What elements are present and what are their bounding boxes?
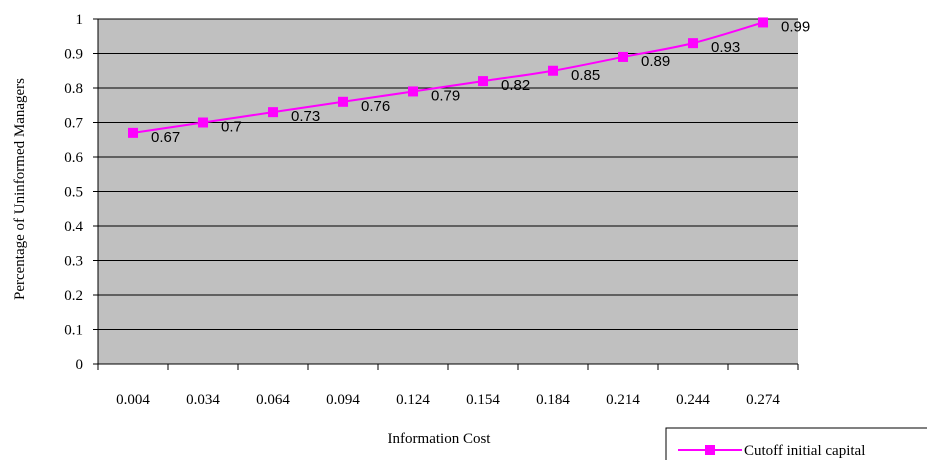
x-tick-label: 0.004 xyxy=(116,392,150,408)
y-tick-label: 1 xyxy=(76,12,84,28)
data-label: 0.82 xyxy=(501,77,530,94)
data-label: 0.99 xyxy=(781,18,810,35)
data-label: 0.7 xyxy=(221,119,242,136)
data-label: 0.93 xyxy=(711,39,740,56)
data-point-marker xyxy=(618,51,628,62)
series-markers xyxy=(128,17,768,138)
y-tick-label: 0.7 xyxy=(64,116,83,132)
x-tick-label: 0.124 xyxy=(396,392,430,408)
data-label: 0.76 xyxy=(361,98,390,115)
data-label: 0.67 xyxy=(151,129,180,146)
legend: Cutoff initial capital xyxy=(665,427,927,460)
x-tick-label: 0.154 xyxy=(466,392,500,408)
x-tick-label: 0.184 xyxy=(536,392,570,408)
data-point-marker xyxy=(128,127,138,138)
data-point-marker xyxy=(758,17,768,28)
data-point-marker xyxy=(548,65,558,76)
y-tick-label: 0.8 xyxy=(64,81,83,97)
gridlines xyxy=(93,18,798,365)
data-point-marker xyxy=(408,86,418,97)
series-line xyxy=(132,21,764,134)
y-tick-label: 0.9 xyxy=(64,47,83,63)
data-label: 0.73 xyxy=(291,108,320,125)
x-tick-label: 0.094 xyxy=(326,392,360,408)
y-tick-label: 0.3 xyxy=(64,254,83,270)
data-point-marker xyxy=(338,96,348,107)
y-tick-label: 0.4 xyxy=(64,219,83,235)
legend-label: Cutoff initial capital xyxy=(744,443,865,459)
y-tick-label: 0.6 xyxy=(64,150,83,166)
x-tick-labels: 0.004 0.034 0.064 0.094 0.124 0.154 0.184 0.214… xyxy=(116,392,780,408)
data-label: 0.85 xyxy=(571,67,600,84)
data-label: 0.89 xyxy=(641,53,670,70)
x-axis-title: Information Cost xyxy=(388,431,492,447)
data-point-marker xyxy=(268,107,278,118)
x-tick-label: 0.274 xyxy=(746,392,780,408)
x-tick-label: 0.214 xyxy=(606,392,640,408)
data-point-marker xyxy=(478,76,488,87)
x-tick-label: 0.064 xyxy=(256,392,290,408)
y-axis-title: Percentage of Uninformed Managers xyxy=(12,78,28,300)
y-tick-labels: 0 0.1 0.2 0.3 0.4 0.5 0.6 0.7 0.8 0.9 1 xyxy=(64,12,83,373)
y-tick-label: 0.1 xyxy=(64,323,83,339)
y-tick-label: 0.2 xyxy=(64,288,83,304)
data-label: 0.79 xyxy=(431,87,460,104)
y-tick-label: 0.5 xyxy=(64,185,83,201)
data-point-marker xyxy=(688,38,698,49)
data-labels: 0.67 0.7 0.73 0.76 0.79 0.82 0.85 0.89 0.93 0.99 xyxy=(151,18,810,145)
x-tick-label: 0.244 xyxy=(676,392,710,408)
x-tick-label: 0.034 xyxy=(186,392,220,408)
y-tick-label: 0 xyxy=(76,357,84,373)
axes xyxy=(97,19,799,370)
data-point-marker xyxy=(198,117,208,128)
legend-marker-swatch xyxy=(705,445,715,455)
